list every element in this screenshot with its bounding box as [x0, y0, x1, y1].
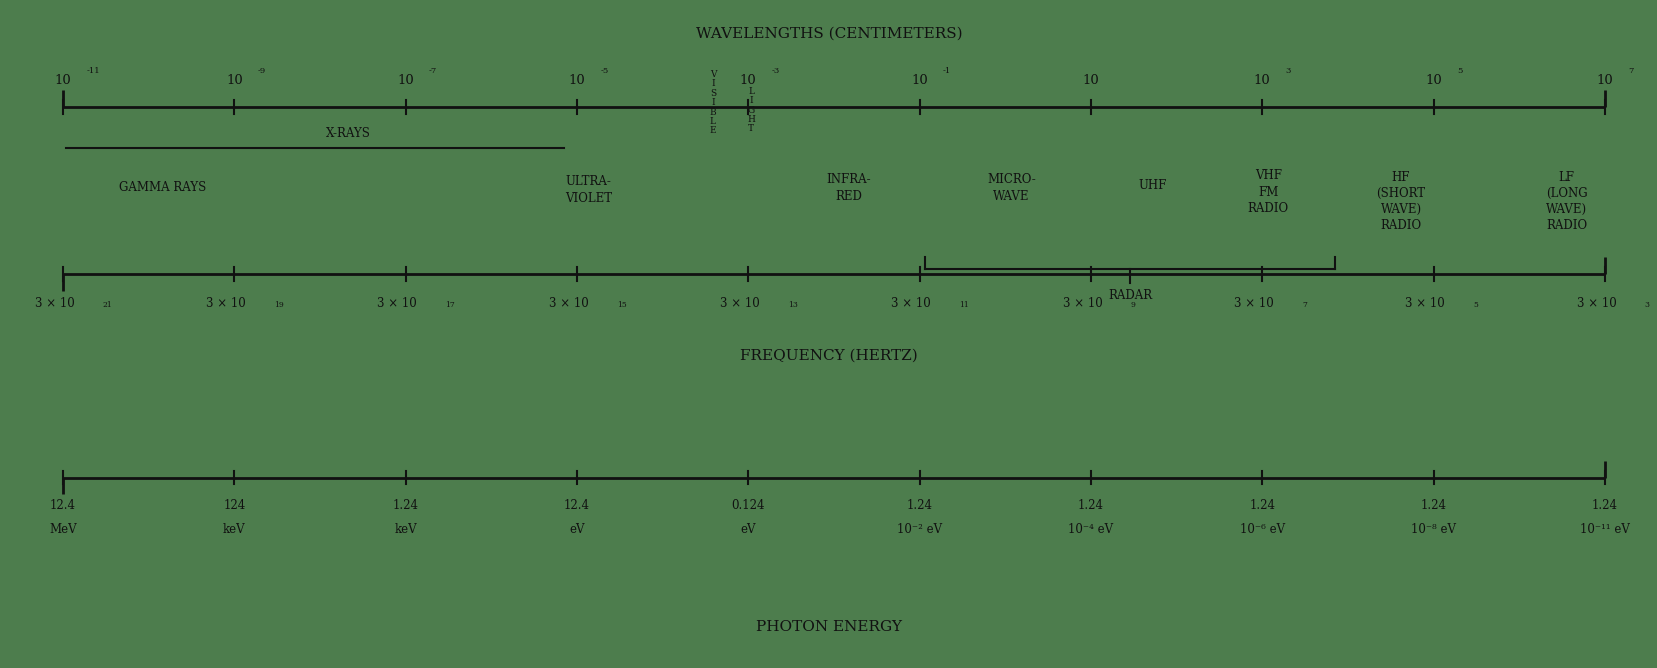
Text: 10: 10 — [911, 74, 928, 87]
Text: 21: 21 — [103, 301, 113, 309]
Text: -1: -1 — [943, 67, 951, 75]
Text: eV: eV — [568, 523, 585, 536]
Text: 10⁻⁴ eV: 10⁻⁴ eV — [1067, 523, 1114, 536]
Text: 0.124: 0.124 — [731, 499, 764, 512]
Text: 1.24: 1.24 — [393, 499, 419, 512]
Text: 12.4: 12.4 — [50, 499, 76, 512]
Text: 7: 7 — [1301, 301, 1306, 309]
Text: -7: -7 — [429, 67, 437, 75]
Text: MeV: MeV — [50, 523, 76, 536]
Text: 3 × 10: 3 × 10 — [1062, 297, 1102, 310]
Text: ULTRA-
VIOLET: ULTRA- VIOLET — [565, 176, 611, 205]
Text: 124: 124 — [224, 499, 245, 512]
Text: 10: 10 — [1425, 74, 1442, 87]
Text: HF
(SHORT
WAVE)
RADIO: HF (SHORT WAVE) RADIO — [1375, 171, 1425, 232]
Text: 3 × 10: 3 × 10 — [35, 297, 75, 310]
Text: FREQUENCY (HERTZ): FREQUENCY (HERTZ) — [739, 349, 918, 362]
Text: 9: 9 — [1130, 301, 1135, 309]
Text: L
I
G
H
T: L I G H T — [747, 87, 754, 133]
Text: 3 × 10: 3 × 10 — [378, 297, 418, 310]
Text: 3 × 10: 3 × 10 — [1233, 297, 1273, 310]
Text: keV: keV — [224, 523, 245, 536]
Text: 17: 17 — [446, 301, 456, 309]
Text: LF
(LONG
WAVE)
RADIO: LF (LONG WAVE) RADIO — [1544, 171, 1587, 232]
Text: 1.24: 1.24 — [1420, 499, 1447, 512]
Text: 10: 10 — [1596, 74, 1612, 87]
Text: 11: 11 — [959, 301, 969, 309]
Text: V
I
S
I
B
L
E: V I S I B L E — [709, 70, 716, 135]
Text: MICRO-
WAVE: MICRO- WAVE — [986, 174, 1036, 203]
Text: 3 × 10: 3 × 10 — [719, 297, 759, 310]
Text: 3 × 10: 3 × 10 — [891, 297, 931, 310]
Text: 15: 15 — [616, 301, 626, 309]
Text: 3 × 10: 3 × 10 — [1576, 297, 1616, 310]
Text: 12.4: 12.4 — [563, 499, 590, 512]
Text: -3: -3 — [771, 67, 779, 75]
Text: 5: 5 — [1457, 67, 1461, 75]
Text: 1.24: 1.24 — [906, 499, 933, 512]
Text: RADAR: RADAR — [1107, 289, 1152, 301]
Text: 3 × 10: 3 × 10 — [205, 297, 245, 310]
Text: 3 × 10: 3 × 10 — [1405, 297, 1445, 310]
Text: 10⁻⁸ eV: 10⁻⁸ eV — [1410, 523, 1455, 536]
Text: 19: 19 — [273, 301, 283, 309]
Text: 3: 3 — [1284, 67, 1291, 75]
Text: keV: keV — [394, 523, 416, 536]
Text: 10: 10 — [225, 74, 242, 87]
Text: 1.24: 1.24 — [1248, 499, 1274, 512]
Text: WAVELENGTHS (CENTIMETERS): WAVELENGTHS (CENTIMETERS) — [696, 27, 961, 41]
Text: -9: -9 — [257, 67, 265, 75]
Text: -11: -11 — [86, 67, 99, 75]
Text: 10: 10 — [1253, 74, 1269, 87]
Text: 10: 10 — [568, 74, 585, 87]
Text: 1.24: 1.24 — [1591, 499, 1617, 512]
Text: 1.24: 1.24 — [1077, 499, 1104, 512]
Text: 5: 5 — [1473, 301, 1478, 309]
Text: PHOTON ENERGY: PHOTON ENERGY — [756, 620, 901, 633]
Text: 10: 10 — [1082, 74, 1099, 87]
Text: 10: 10 — [55, 74, 71, 87]
Text: VHF
FM
RADIO: VHF FM RADIO — [1248, 170, 1287, 215]
Text: -5: -5 — [600, 67, 608, 75]
Text: 13: 13 — [787, 301, 797, 309]
Text: INFRA-
RED: INFRA- RED — [827, 174, 870, 203]
Text: GAMMA RAYS: GAMMA RAYS — [119, 180, 205, 194]
Text: 10: 10 — [739, 74, 756, 87]
Text: 10⁻¹¹ eV: 10⁻¹¹ eV — [1579, 523, 1629, 536]
Text: 10⁻⁶ eV: 10⁻⁶ eV — [1239, 523, 1284, 536]
Text: 3: 3 — [1644, 301, 1649, 309]
Text: 7: 7 — [1627, 67, 1632, 75]
Text: eV: eV — [741, 523, 756, 536]
Text: 10: 10 — [398, 74, 414, 87]
Text: X-RAYS: X-RAYS — [325, 128, 371, 140]
Text: 3 × 10: 3 × 10 — [548, 297, 588, 310]
Text: 10⁻² eV: 10⁻² eV — [896, 523, 941, 536]
Text: UHF: UHF — [1137, 179, 1167, 192]
